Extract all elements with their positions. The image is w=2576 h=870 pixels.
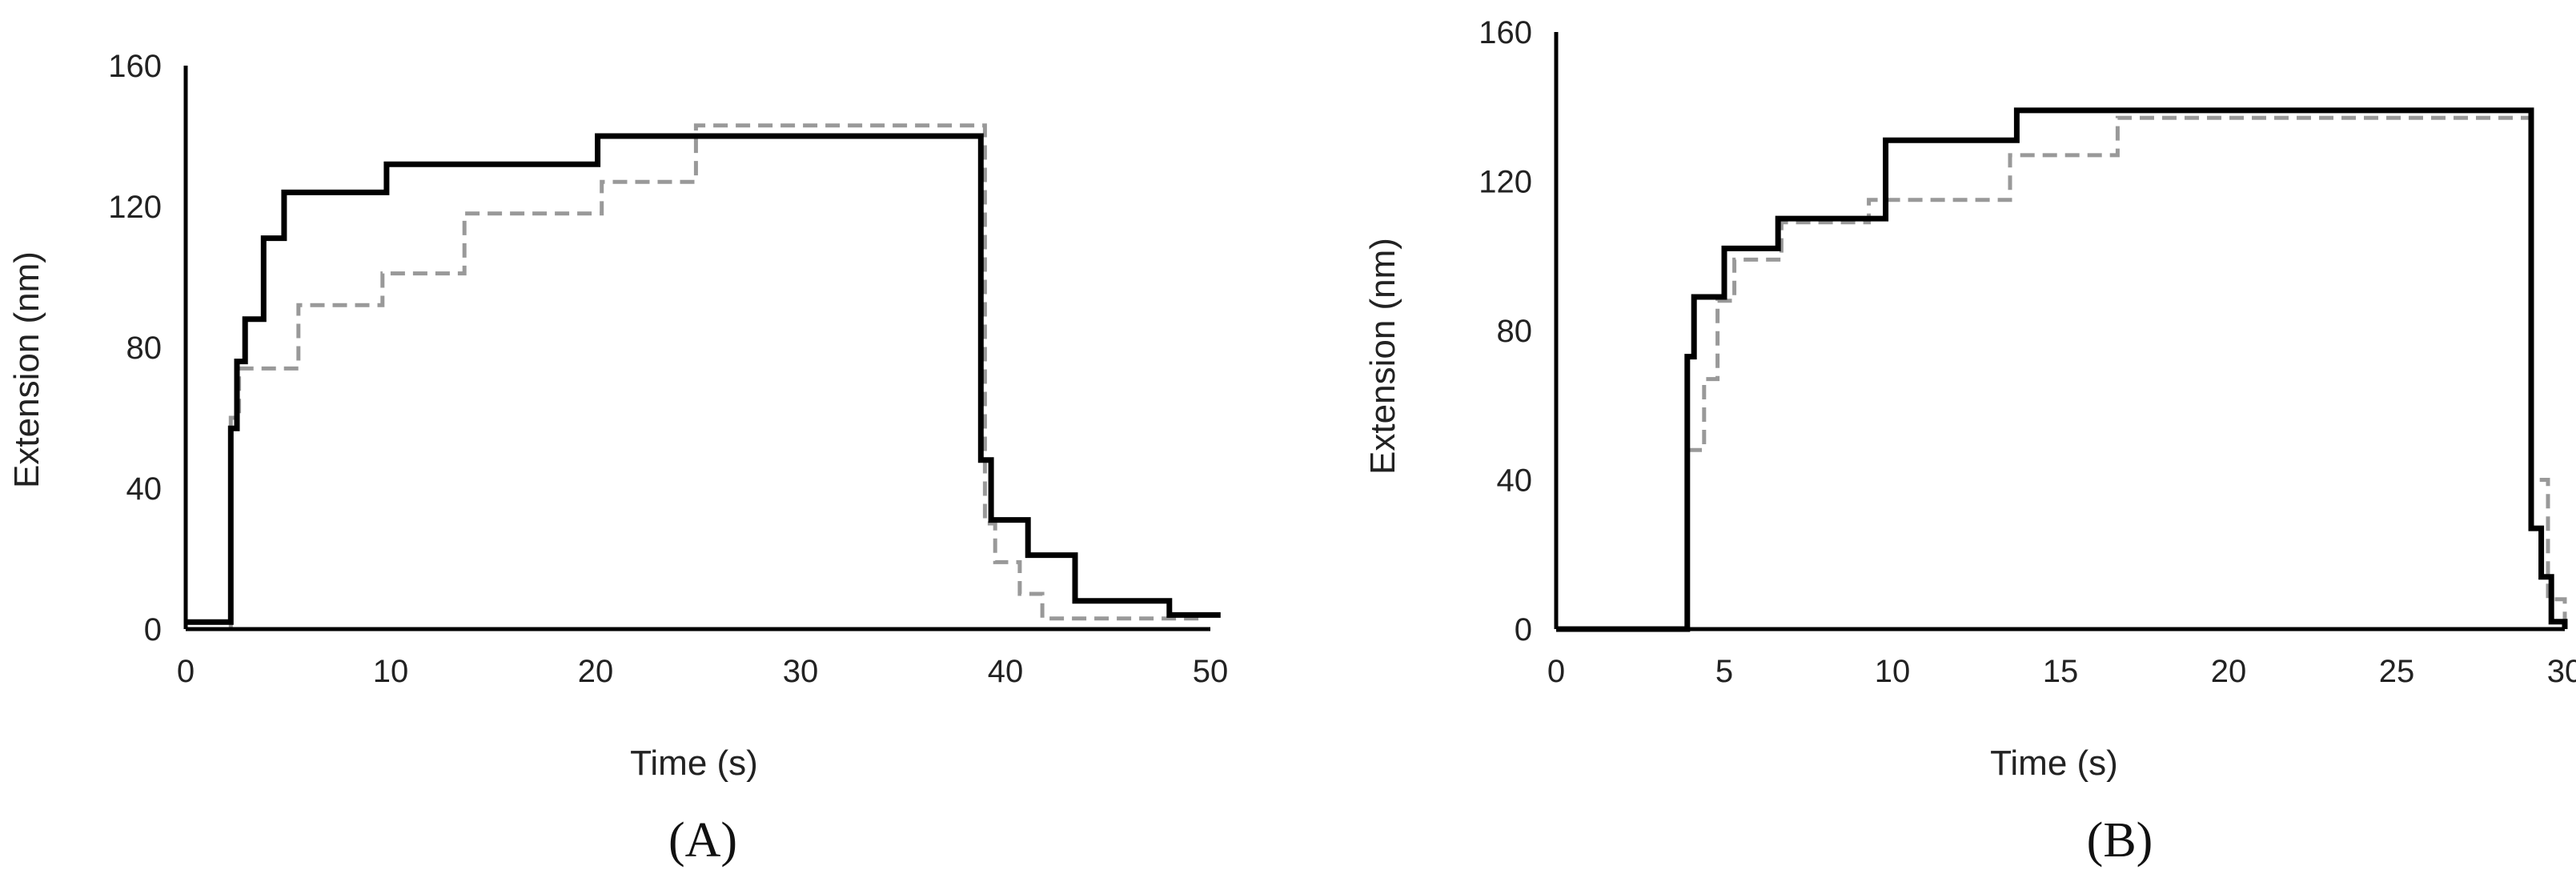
x-tick-label-a-1: 10	[373, 654, 409, 689]
x-tick-label-b-3: 15	[2043, 654, 2079, 689]
chart-panel-b: Extension (nm) Time (s) (B) 0 40 80 120 160 0…	[1363, 15, 2576, 868]
x-tick-label-a-4: 40	[988, 654, 1024, 689]
y-axis-label-a: Extension (nm)	[7, 251, 46, 488]
series-line-a-dashed	[228, 123, 1205, 629]
x-tick-label-a-3: 30	[783, 654, 819, 689]
x-axis-label-a: Time (s)	[630, 744, 758, 783]
y-tick-label-b-2: 80	[1497, 314, 1533, 349]
y-tick-label-a-0: 0	[144, 612, 162, 647]
x-tick-label-b-5: 25	[2379, 654, 2415, 689]
x-axis-label-b: Time (s)	[1990, 744, 2118, 783]
y-axis-label-b: Extension (nm)	[1363, 238, 1402, 475]
panel-label-b: (B)	[2087, 813, 2153, 868]
series-line-a-solid	[186, 133, 1221, 625]
y-tick-label-a-3: 120	[108, 190, 162, 225]
y-tick-label-a-2: 80	[126, 331, 163, 366]
panel-label-a: (A)	[668, 813, 737, 868]
series-line-b-solid	[1556, 107, 2568, 632]
x-tick-label-a-0: 0	[177, 654, 195, 689]
y-tick-label-a-4: 160	[108, 49, 162, 84]
x-tick-label-a-5: 50	[1193, 654, 1229, 689]
y-tick-label-a-1: 40	[126, 471, 163, 507]
y-tick-label-b-4: 160	[1479, 15, 1532, 50]
y-tick-label-b-3: 120	[1479, 165, 1532, 200]
x-tick-label-b-6: 30	[2547, 654, 2576, 689]
series-line-b-dashed	[1685, 115, 2567, 629]
x-tick-label-b-0: 0	[1547, 654, 1565, 689]
chart-panel-a: Extension (nm) Time (s) (A) 0 40 80 120 160 0…	[7, 49, 1228, 868]
x-tick-label-b-1: 5	[1715, 654, 1733, 689]
y-tick-label-b-0: 0	[1515, 612, 1532, 647]
x-tick-label-a-2: 20	[578, 654, 614, 689]
x-tick-label-b-4: 20	[2211, 654, 2247, 689]
x-tick-label-b-2: 10	[1875, 654, 1911, 689]
y-tick-label-b-1: 40	[1497, 463, 1533, 499]
